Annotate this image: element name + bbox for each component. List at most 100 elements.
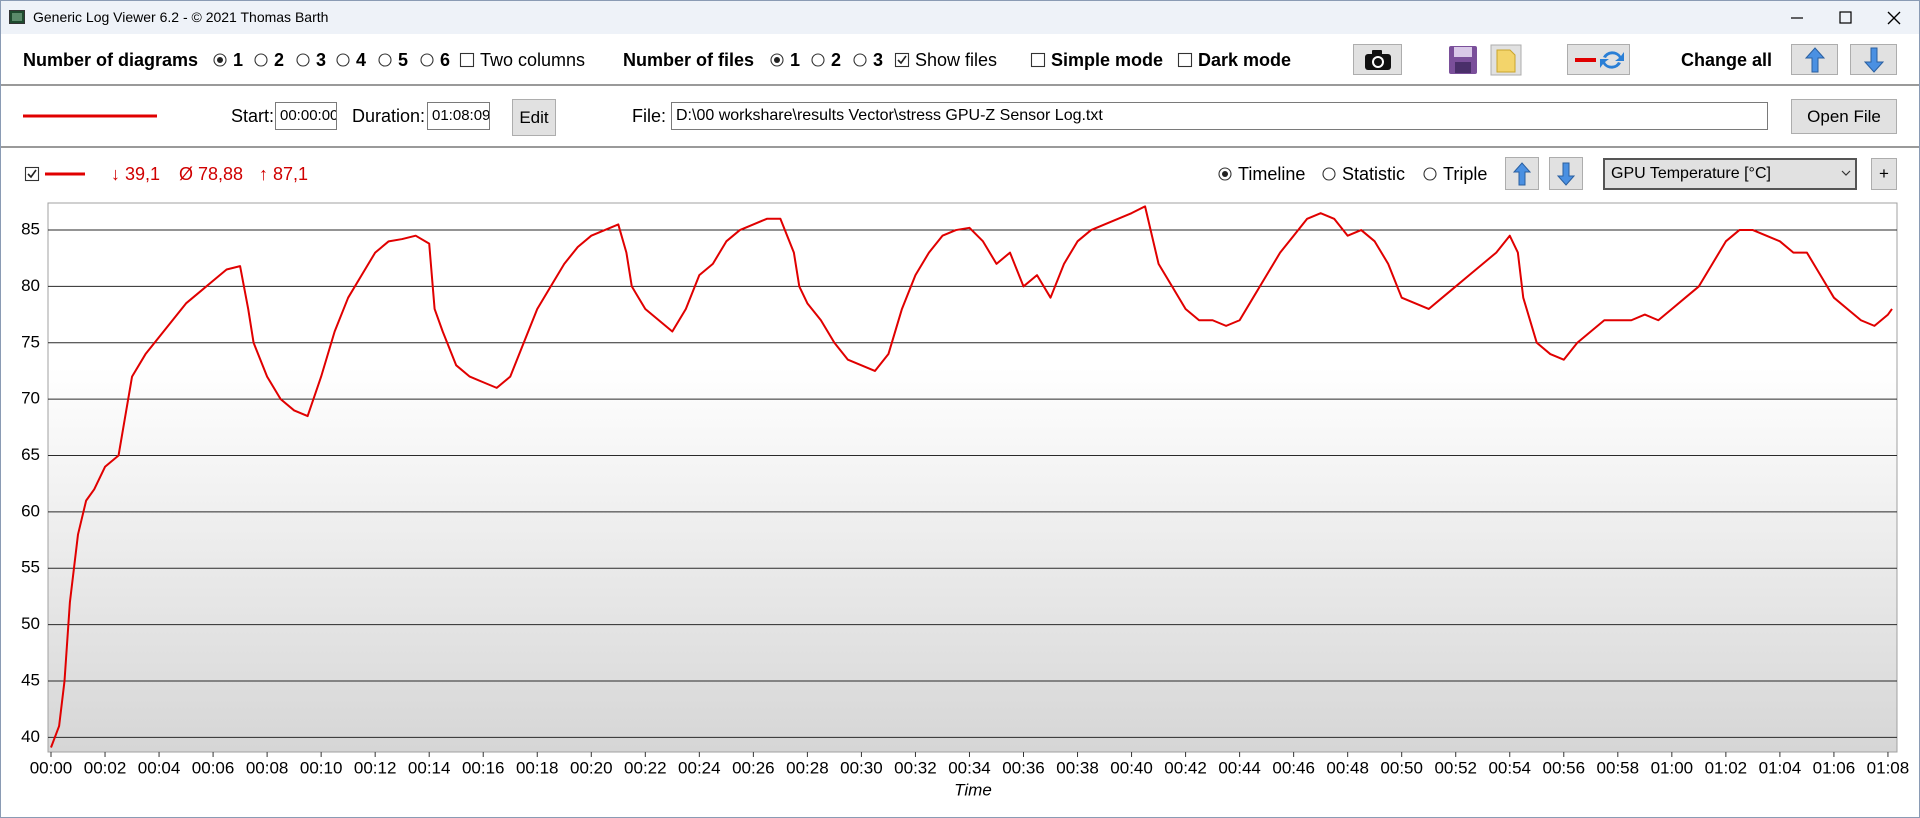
checkbox-box (459, 52, 475, 68)
radio[interactable] (253, 52, 269, 68)
y-tick-label: 65 (21, 445, 40, 464)
files-label: Number of files (623, 50, 755, 70)
color-refresh-button[interactable] (1567, 44, 1630, 75)
radio-dot (217, 57, 223, 63)
x-tick-label: 00:32 (894, 758, 937, 777)
start-input[interactable]: 00:00:00 (275, 102, 337, 130)
checkbox[interactable] (1030, 52, 1046, 68)
radio-ring (1322, 167, 1336, 181)
x-tick-label: 00:24 (678, 758, 721, 777)
radio-label: Triple (1443, 164, 1488, 184)
add-diagram-button[interactable]: + (1871, 158, 1897, 190)
checkbox-box (894, 52, 910, 68)
x-tick-label: 00:30 (840, 758, 883, 777)
open-file-button[interactable]: Open File (1791, 99, 1897, 134)
x-tick-label: 00:18 (516, 758, 559, 777)
radio-ring (1423, 167, 1437, 181)
refresh-icon (1574, 50, 1624, 69)
radio-dot (774, 57, 780, 63)
x-tick-label: 00:04 (138, 758, 181, 777)
radio[interactable] (377, 52, 393, 68)
radio-label: 6 (440, 50, 451, 70)
x-tick-label: 00:20 (570, 758, 613, 777)
radio[interactable] (1217, 166, 1233, 182)
y-tick-label: 55 (21, 558, 40, 577)
radio-label: 1 (233, 50, 244, 70)
radio[interactable] (335, 52, 351, 68)
x-tick-label: 00:28 (786, 758, 829, 777)
y-tick-label: 45 (21, 670, 40, 689)
stat-min: ↓ 39,1 (111, 164, 161, 184)
change-all-label: Change all (1681, 50, 1773, 70)
radio-label: 4 (356, 50, 367, 70)
move-up-button[interactable] (1505, 157, 1539, 190)
y-tick-label: 75 (21, 332, 40, 351)
radio-label: 3 (873, 50, 884, 70)
radio-ring (296, 53, 310, 67)
checkbox[interactable] (459, 52, 475, 68)
x-tick-label: 01:06 (1813, 758, 1856, 777)
x-tick-label: 00:46 (1272, 758, 1315, 777)
checkbox[interactable] (1177, 52, 1193, 68)
x-tick-label: 00:16 (462, 758, 505, 777)
y-tick-label: 85 (21, 220, 40, 239)
radio-ring (811, 53, 825, 67)
stat-avg: Ø 78,88 (179, 164, 244, 184)
window-controls[interactable] (1781, 7, 1911, 29)
checkbox-label: Two columns (480, 50, 586, 70)
y-tick-label: 70 (21, 389, 40, 408)
radio[interactable] (852, 52, 868, 68)
radio[interactable] (212, 52, 228, 68)
down-arrow-icon (1863, 47, 1884, 73)
x-tick-label: 00:56 (1543, 758, 1586, 777)
radio-label: 2 (274, 50, 285, 70)
x-tick-label: 00:52 (1434, 758, 1477, 777)
edit-button[interactable]: Edit (512, 99, 556, 136)
x-tick-label: 00:38 (1056, 758, 1099, 777)
window-title: Generic Log Viewer 6.2 - © 2021 Thomas B… (33, 9, 329, 25)
file-label: File: (632, 106, 667, 126)
data-line (50, 205, 1893, 748)
plot-area (47, 202, 1898, 753)
move-down-all-button[interactable] (1850, 44, 1897, 75)
radio-dot (1222, 171, 1228, 177)
move-down-button[interactable] (1549, 157, 1583, 190)
y-tick-label: 50 (21, 614, 40, 633)
checkbox-box (1177, 52, 1193, 68)
x-tick-label: 00:40 (1110, 758, 1153, 777)
radio-label: Timeline (1238, 164, 1306, 184)
x-tick-label: 00:50 (1380, 758, 1423, 777)
x-tick-label: 00:00 (30, 758, 73, 777)
checkbox[interactable] (24, 166, 40, 182)
checkbox-box (24, 166, 40, 182)
radio[interactable] (419, 52, 435, 68)
x-tick-label: 00:58 (1597, 758, 1640, 777)
radio[interactable] (295, 52, 311, 68)
radio[interactable] (1321, 166, 1337, 182)
screenshot-button[interactable] (1353, 44, 1402, 75)
folder-button[interactable] (1490, 44, 1522, 76)
save-button[interactable] (1447, 44, 1479, 76)
radio[interactable] (1422, 166, 1438, 182)
checkbox[interactable] (894, 52, 910, 68)
move-up-all-button[interactable] (1791, 44, 1838, 75)
radio-ring (254, 53, 268, 67)
x-tick-label: 00:26 (732, 758, 775, 777)
channel-dropdown[interactable]: GPU Temperature [°C] (1603, 158, 1857, 190)
x-axis-title: Time (954, 780, 992, 799)
x-tick-label: 00:22 (624, 758, 667, 777)
down-arrow-icon (1557, 162, 1575, 186)
radio[interactable] (810, 52, 826, 68)
x-tick-label: 00:14 (408, 758, 451, 777)
radio[interactable] (769, 52, 785, 68)
file-path-input[interactable]: D:\00 workshare\results Vector\stress GP… (671, 102, 1768, 130)
x-tick-label: 00:12 (354, 758, 397, 777)
duration-input[interactable]: 01:08:09 (427, 102, 490, 130)
up-arrow-icon (1513, 161, 1531, 185)
radio-ring (853, 53, 867, 67)
x-tick-label: 00:36 (1002, 758, 1045, 777)
x-tick-label: 01:00 (1651, 758, 1694, 777)
app-icon (9, 10, 25, 24)
radio-label: Statistic (1342, 164, 1406, 184)
